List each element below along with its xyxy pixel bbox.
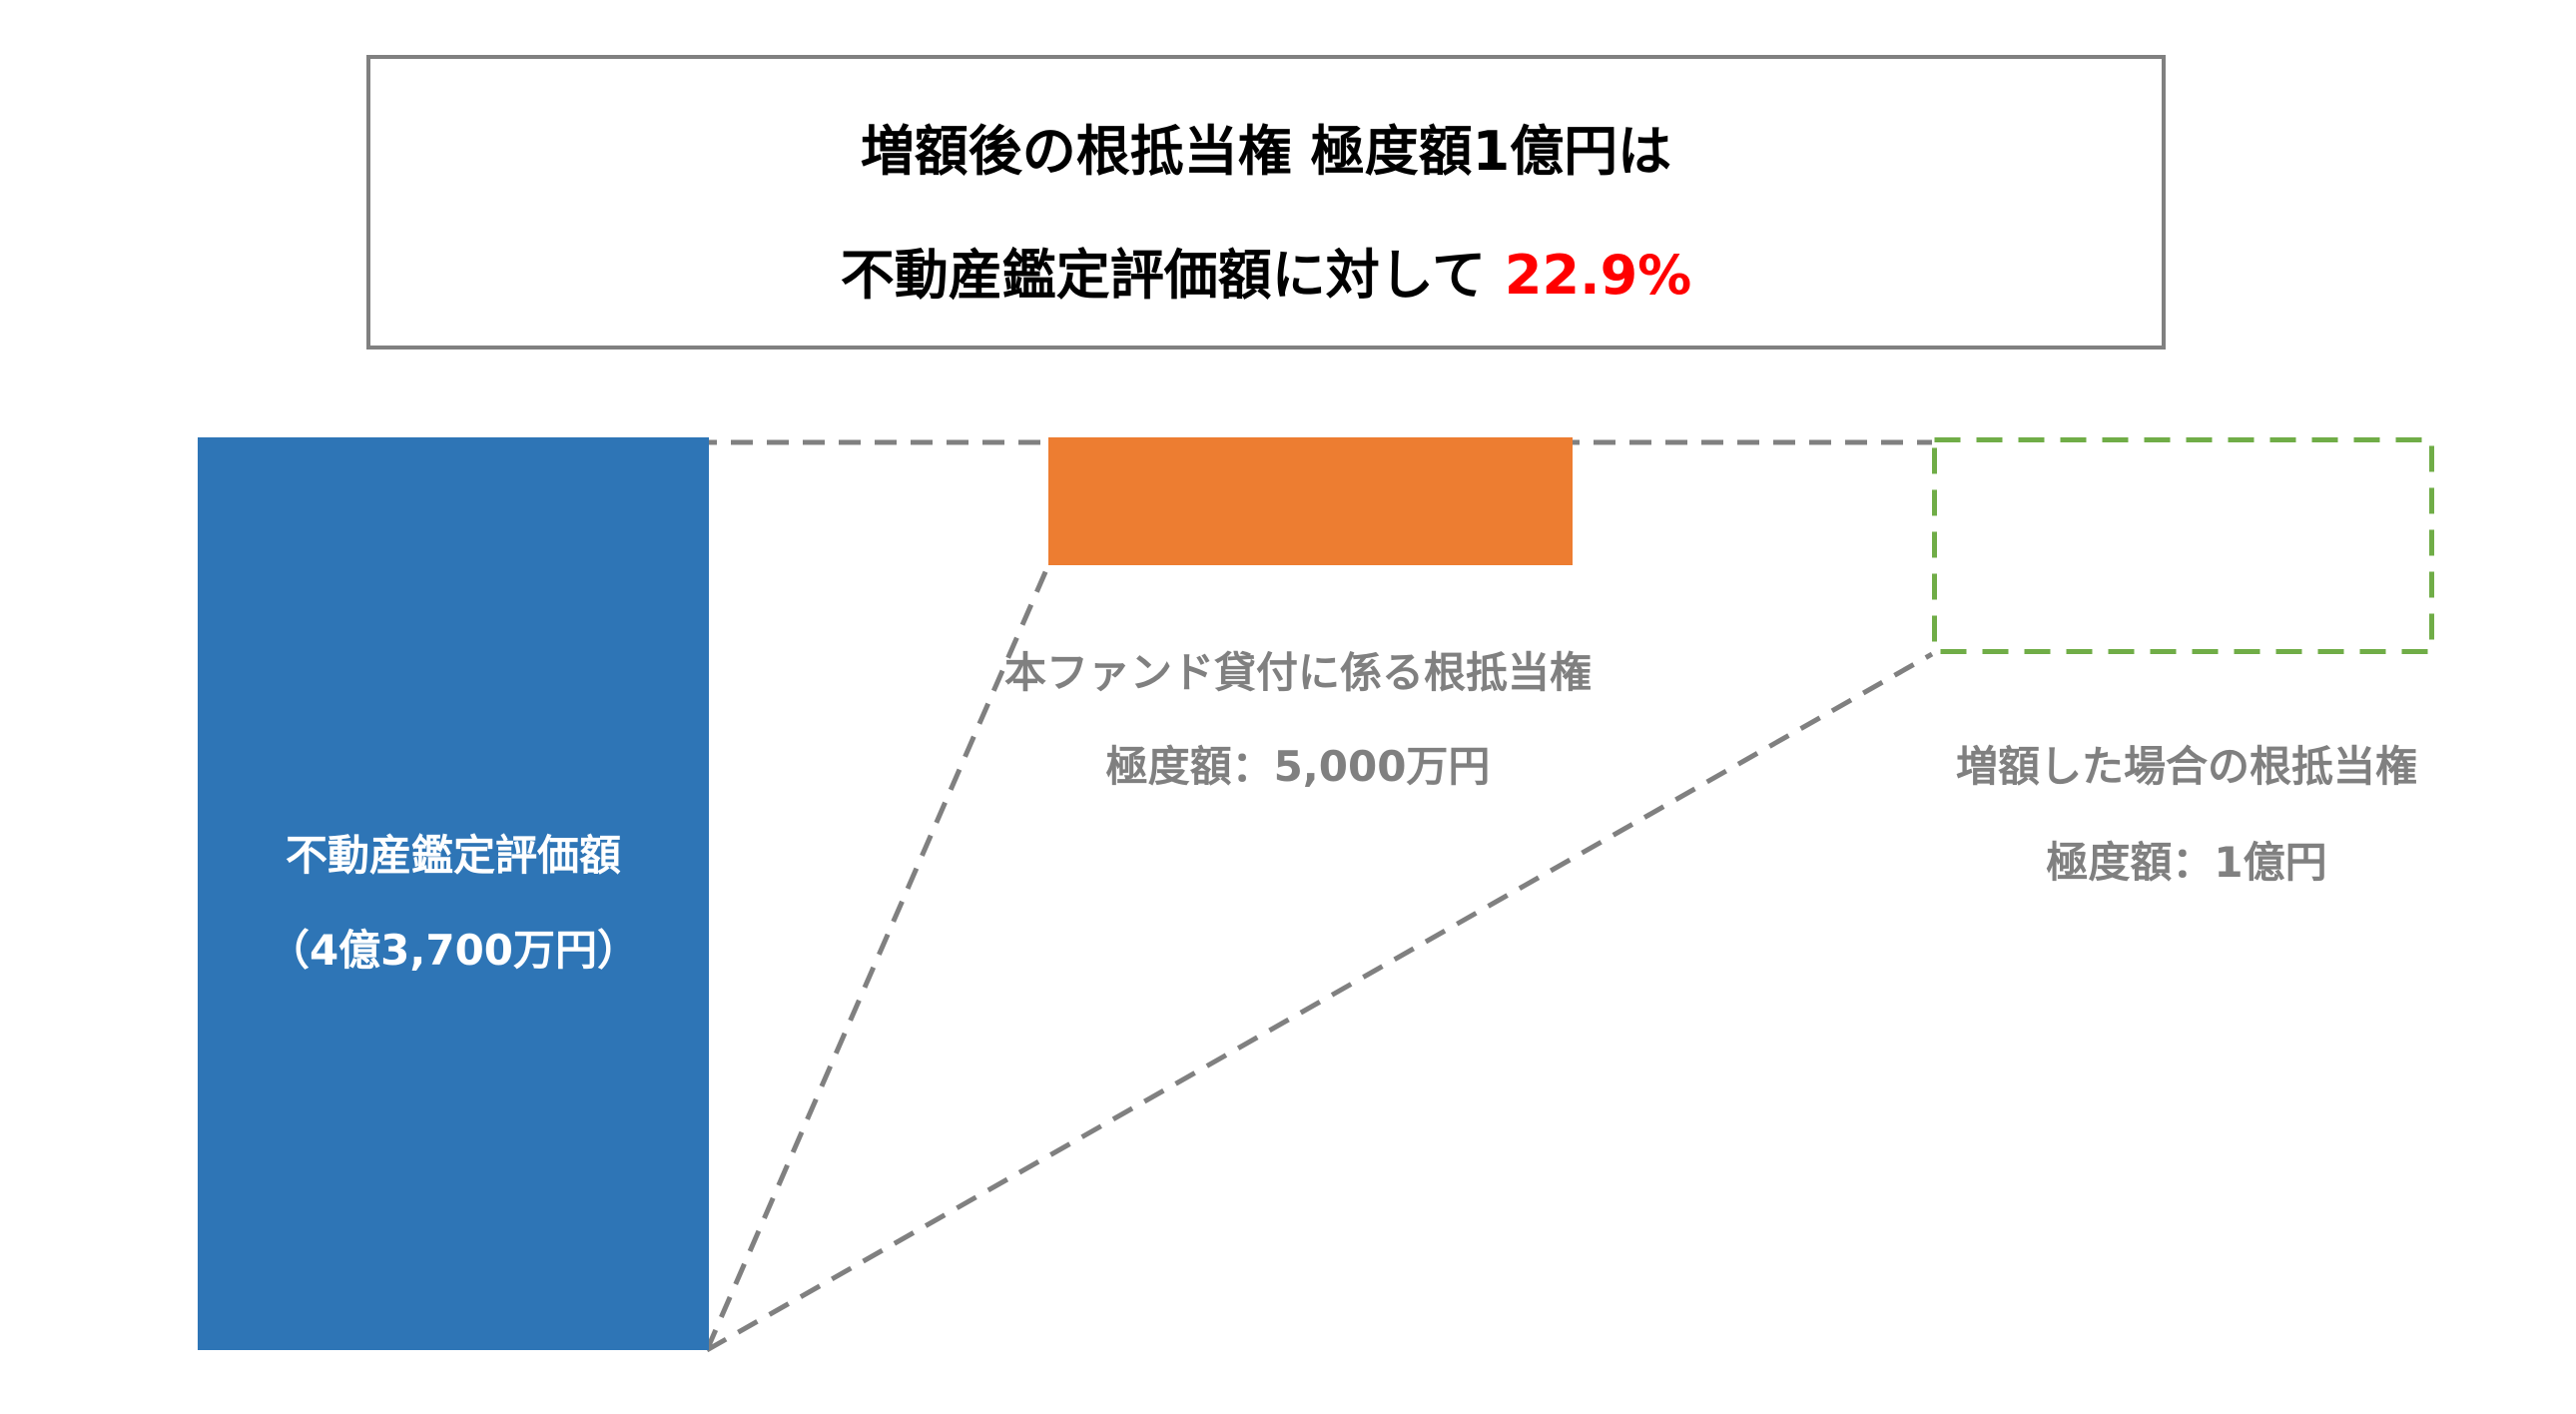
connector-to-orange xyxy=(704,564,1051,1351)
title-box: 増額後の根抵当権 極度額1億円は 不動産鑑定評価額に対して 22.9% xyxy=(366,55,2166,350)
connector-to-green xyxy=(705,651,1934,1353)
title-line-2: 不動産鑑定評価額に対して 22.9% xyxy=(370,231,2162,310)
ratio-highlight: 22.9% xyxy=(1504,244,1692,307)
appraisal-amount: （4億3,700万円） xyxy=(267,926,640,975)
current-mortgage-bar xyxy=(1048,437,1573,565)
title-line-1: 増額後の根抵当権 極度額1億円は xyxy=(860,120,1672,183)
current-mortgage-amount: 極度額：5,000万円 xyxy=(1105,742,1491,791)
increased-mortgage-amount: 極度額：1億円 xyxy=(2046,838,2327,887)
appraisal-value-bar: 不動産鑑定評価額 （4億3,700万円） xyxy=(198,437,709,1350)
appraisal-label: 不動産鑑定評価額 xyxy=(285,831,621,880)
title-line-2-text: 不動産鑑定評価額に対して xyxy=(840,244,1505,307)
increased-mortgage-box xyxy=(1932,437,2434,654)
increased-mortgage-label: 増額した場合の根抵当権 xyxy=(1955,742,2418,791)
current-mortgage-label: 本ファンド貸付に係る根抵当権 xyxy=(1003,648,1593,697)
